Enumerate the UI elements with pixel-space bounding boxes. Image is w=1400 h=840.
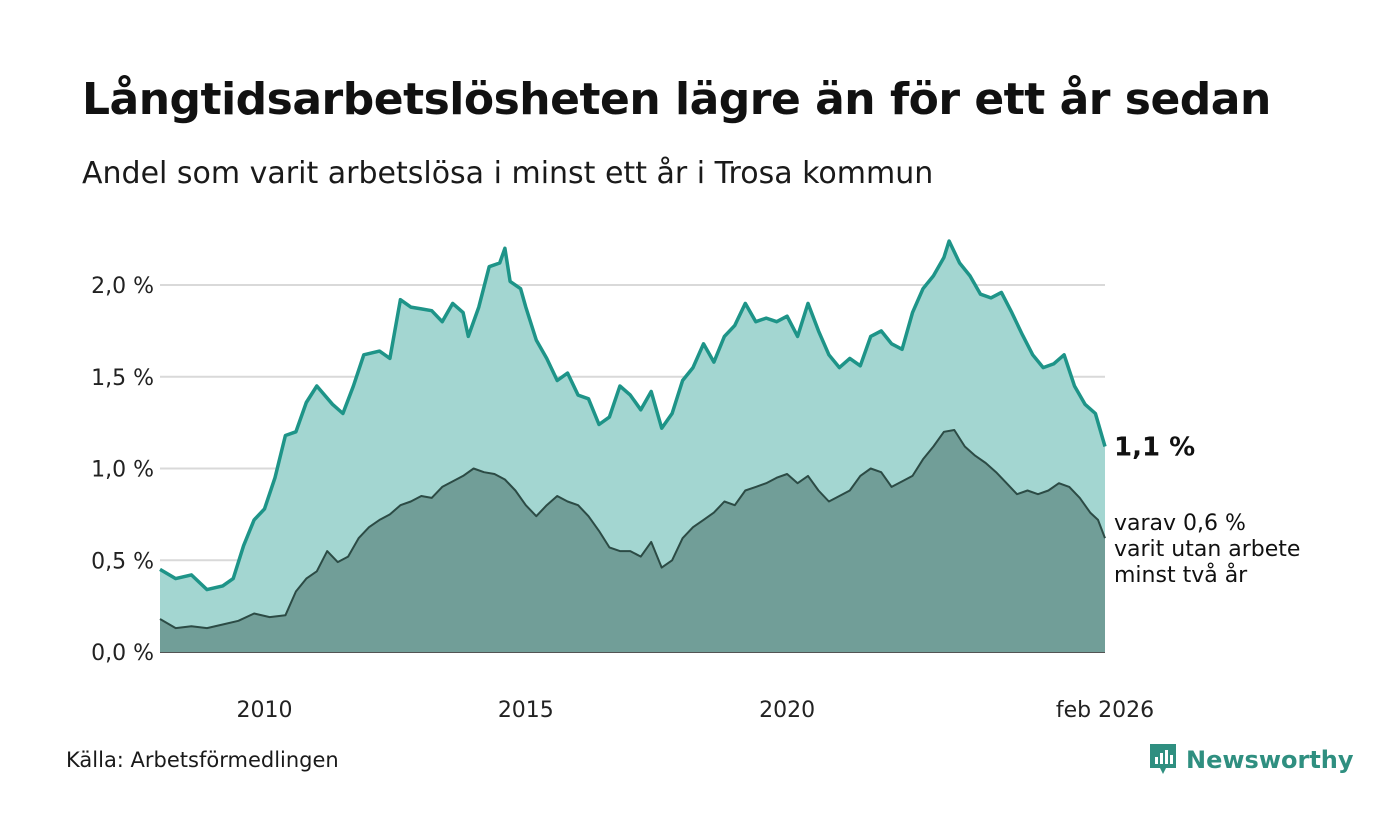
newsworthy-logo-icon (1150, 744, 1176, 774)
axis-labels: 0,0 % 0,5 % 1,0 % 1,5 % 2,0 % 2010 2015 2020 feb… (91, 274, 1154, 723)
brand-logo: Newsworthy (1148, 742, 1354, 778)
area-layer (159, 239, 1107, 652)
x-tick-label: 2010 (237, 698, 293, 723)
chart-title: Långtidsarbetslösheten lägre än för ett … (82, 74, 1271, 125)
y-tick-label: 0,0 % (91, 641, 154, 666)
line-minst-ett-ar (159, 239, 1107, 592)
series-end-labels: 1,1 % varav 0,6 % varit utan arbete minst t… (1114, 433, 1300, 588)
x-tick-label: feb 2026 (1056, 698, 1154, 723)
area-minst-tva-ar (160, 430, 1105, 652)
end-label-line: minst två år (1114, 562, 1248, 588)
y-tick-label: 1,0 % (91, 458, 154, 483)
end-label-minst-tva-ar: varav 0,6 % varit utan arbete minst två år (1114, 511, 1300, 588)
y-tick-label: 1,5 % (91, 366, 154, 391)
y-tick-label: 0,5 % (91, 549, 154, 574)
end-label-minst-ett-ar: 1,1 % (1114, 433, 1195, 463)
brand-name: Newsworthy (1186, 746, 1354, 774)
chart-subtitle: Andel som varit arbetslösa i minst ett å… (82, 156, 934, 191)
end-label-line: varit utan arbete (1114, 537, 1300, 562)
source-credit: Källa: Arbetsförmedlingen (66, 748, 339, 772)
x-tick-label: 2020 (759, 698, 815, 723)
x-tick-label: 2015 (498, 698, 554, 723)
end-label-line: varav 0,6 % (1114, 511, 1246, 536)
y-tick-label: 2,0 % (91, 274, 154, 299)
line-minst-tva-ar (159, 429, 1106, 630)
